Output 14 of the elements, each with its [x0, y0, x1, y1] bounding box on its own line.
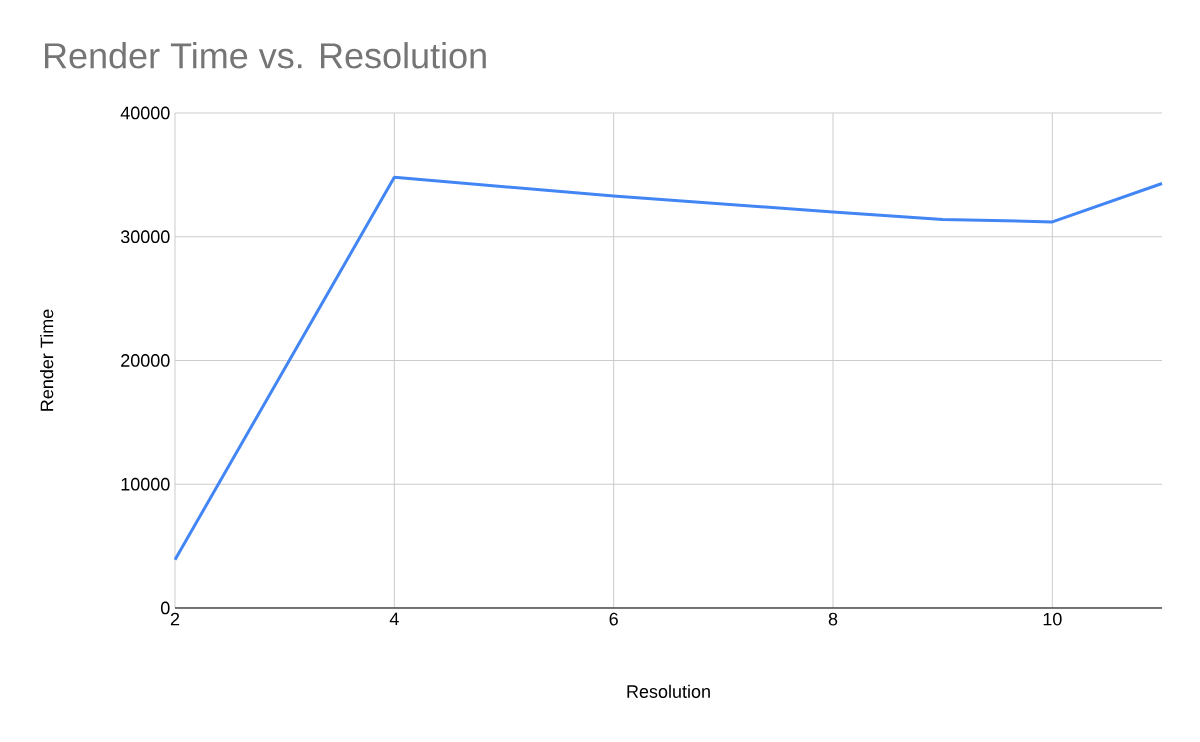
- x-tick-label: 10: [1043, 612, 1062, 626]
- x-tick-label: 4: [389, 612, 399, 626]
- line-series: [173, 175, 1164, 562]
- y-axis-title: Render Time: [40, 309, 54, 411]
- chart-title: Render Time vs. Resolution: [45, 42, 486, 69]
- y-tick-label: 20000: [121, 354, 170, 367]
- y-tick-label: 0: [161, 601, 170, 615]
- x-tick-label: 6: [609, 612, 618, 626]
- y-tick-label: 30000: [120, 230, 170, 244]
- y-tick-label: 10000: [121, 477, 170, 491]
- x-tick-label: 2: [170, 612, 180, 626]
- x-tick-label: 8: [828, 612, 838, 626]
- y-tick-label: 40000: [120, 106, 170, 120]
- x-axis-title: Resolution: [627, 684, 710, 698]
